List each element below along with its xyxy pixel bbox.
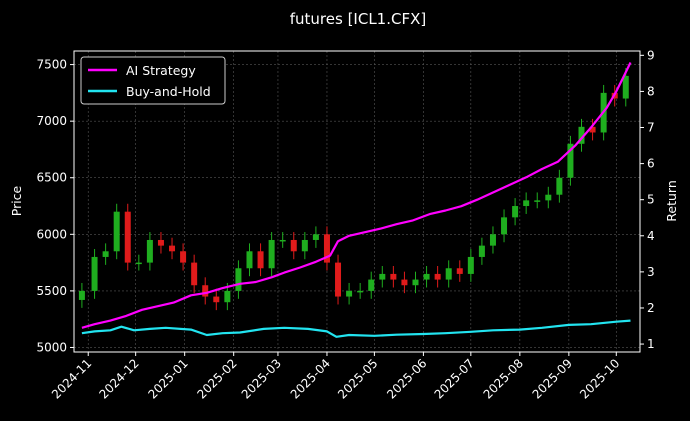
candle-body xyxy=(279,239,286,242)
candle-body xyxy=(390,273,397,280)
candle-body xyxy=(257,251,264,269)
candle-body xyxy=(512,206,519,218)
candle-body xyxy=(191,262,198,286)
candle-body xyxy=(445,268,452,280)
candle-body xyxy=(456,268,463,274)
candle-body xyxy=(567,143,574,178)
candle-body xyxy=(523,200,530,207)
y2-tick-label: 3 xyxy=(647,265,655,279)
candle-body xyxy=(246,251,253,269)
candle-body xyxy=(401,279,408,286)
legend: AI Strategy Buy-and-Hold xyxy=(80,56,226,105)
y2-tick-label: 2 xyxy=(647,301,655,315)
candle-body xyxy=(501,217,508,235)
return-series xyxy=(81,62,632,338)
y-tick-label: 7500 xyxy=(36,58,67,72)
candle-body xyxy=(323,234,330,263)
series-line-buyhold xyxy=(81,319,631,338)
y-axis-label: Price xyxy=(9,185,24,216)
candle-body xyxy=(135,262,142,265)
candle-body xyxy=(102,251,109,257)
candle-body xyxy=(146,239,153,263)
y2-tick-label: 9 xyxy=(647,48,655,62)
candle-body xyxy=(467,256,474,274)
candle-body xyxy=(556,177,563,195)
y2-tick-label: 6 xyxy=(647,157,655,171)
y-tick-label: 5500 xyxy=(36,284,67,298)
candle-body xyxy=(213,296,220,303)
price-candles xyxy=(78,67,629,311)
candle-body xyxy=(412,279,419,286)
y2-tick-label: 5 xyxy=(647,193,655,207)
candle-body xyxy=(357,290,364,293)
y-tick-label: 6000 xyxy=(36,227,67,241)
y2-tick-label: 8 xyxy=(647,84,655,98)
candle-body xyxy=(113,211,120,252)
legend-label-buyhold: Buy-and-Hold xyxy=(126,84,211,99)
candle-body xyxy=(589,126,596,133)
return-axis: 1 2 3 4 5 6 7 8 9 xyxy=(640,48,655,351)
candle-body xyxy=(180,251,187,263)
candle-body xyxy=(489,234,496,246)
candle-body xyxy=(434,273,441,280)
y2-tick-label: 4 xyxy=(647,229,655,243)
candle-body xyxy=(202,285,209,297)
y2-axis-label: Return xyxy=(664,180,679,221)
candle-body xyxy=(268,239,275,269)
y-tick-label: 5000 xyxy=(36,340,67,354)
candle-body xyxy=(312,234,319,240)
candle-body xyxy=(335,262,342,297)
price-axis: 5000 5500 6000 6500 7000 7500 xyxy=(36,58,74,354)
y-tick-label: 7000 xyxy=(36,114,67,128)
series-line-strategy xyxy=(81,62,632,329)
candle-body xyxy=(423,273,430,280)
candle-body xyxy=(578,126,585,144)
candle-body xyxy=(235,268,242,291)
candle-body xyxy=(91,256,98,291)
y2-tick-label: 1 xyxy=(647,337,655,351)
candle-body xyxy=(290,239,297,252)
y-tick-label: 6500 xyxy=(36,171,67,185)
candle-body xyxy=(301,239,308,252)
candle-body xyxy=(224,290,231,303)
candle-body xyxy=(169,245,176,252)
candle-body xyxy=(368,279,375,291)
candle-body xyxy=(478,245,485,257)
plot-frame xyxy=(73,50,641,353)
candle-body xyxy=(379,273,386,280)
y2-tick-label: 7 xyxy=(647,121,655,135)
candle-body xyxy=(78,290,85,300)
candle-body xyxy=(545,194,552,201)
candle-body xyxy=(157,239,164,246)
candle-body xyxy=(124,211,131,263)
legend-label-strategy: AI Strategy xyxy=(126,63,196,78)
candle-body xyxy=(346,290,353,297)
chart-title: futures [ICL1.CFX] xyxy=(290,10,426,28)
candle-body xyxy=(534,200,541,202)
candle-body xyxy=(622,75,629,99)
